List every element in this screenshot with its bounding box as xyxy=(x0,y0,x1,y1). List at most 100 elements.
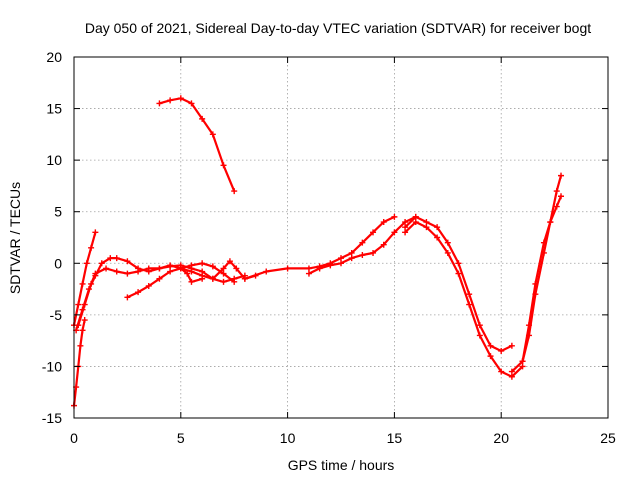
data-point xyxy=(370,229,377,236)
data-point xyxy=(338,260,344,267)
y-tick-label: 0 xyxy=(54,255,62,271)
data-point xyxy=(220,270,227,277)
data-point xyxy=(391,213,398,220)
data-point xyxy=(103,265,110,272)
data-point xyxy=(305,265,312,272)
data-point xyxy=(81,317,88,324)
data-point xyxy=(327,262,334,269)
data-point xyxy=(209,263,216,270)
data-point xyxy=(226,258,233,265)
data-point xyxy=(113,268,120,275)
data-point xyxy=(558,193,565,200)
grid xyxy=(74,57,608,418)
data-point xyxy=(444,239,451,246)
data-point xyxy=(466,301,473,308)
data-point xyxy=(233,265,240,272)
data-point xyxy=(455,260,462,267)
data-point xyxy=(83,260,90,267)
data-point xyxy=(88,244,95,251)
x-tick-label: 20 xyxy=(493,430,509,446)
y-tick-label: -5 xyxy=(50,307,63,323)
data-point xyxy=(209,131,216,138)
data-point xyxy=(434,234,441,241)
data-point xyxy=(88,280,95,287)
data-point xyxy=(92,270,99,277)
data-point xyxy=(525,322,532,329)
data-point xyxy=(167,268,174,275)
y-tick-label: -10 xyxy=(42,358,62,374)
x-tick-label: 0 xyxy=(70,430,78,446)
data-point xyxy=(380,241,387,248)
data-point xyxy=(167,263,174,270)
data-point xyxy=(348,255,355,262)
data-point xyxy=(77,342,84,349)
x-tick-label: 15 xyxy=(387,430,403,446)
data-point xyxy=(519,358,526,365)
data-point xyxy=(156,265,163,272)
data-point xyxy=(145,265,152,272)
chart-title: Day 050 of 2021, Sidereal Day-to-day VTE… xyxy=(85,20,591,36)
data-point xyxy=(156,100,163,107)
data-point xyxy=(391,229,398,236)
data-point xyxy=(553,188,560,195)
data-point xyxy=(113,255,120,262)
plot-frame xyxy=(73,56,609,419)
data-point xyxy=(124,270,131,277)
data-point xyxy=(188,268,195,275)
data-point xyxy=(263,268,270,275)
series-layer xyxy=(71,95,565,409)
x-tick-label: 5 xyxy=(177,430,185,446)
data-point xyxy=(455,270,462,277)
data-point xyxy=(370,249,377,256)
data-point xyxy=(98,260,105,267)
data-point xyxy=(184,270,191,277)
data-point xyxy=(359,239,366,246)
data-point xyxy=(156,275,163,282)
series-line-2 xyxy=(72,231,97,327)
data-point xyxy=(81,301,88,308)
series-line-4 xyxy=(77,264,246,327)
data-point xyxy=(199,260,206,267)
y-tick-label: 5 xyxy=(54,204,62,220)
x-tick-label: 25 xyxy=(600,430,616,446)
data-point xyxy=(412,213,419,220)
data-point xyxy=(434,224,441,231)
data-point xyxy=(380,219,387,226)
data-point xyxy=(135,268,142,275)
data-point xyxy=(284,265,291,272)
data-point xyxy=(316,265,323,272)
data-point xyxy=(79,280,86,287)
data-point xyxy=(188,262,195,269)
x-axis-label: GPS time / hours xyxy=(288,457,395,473)
data-point xyxy=(124,294,131,301)
data-point xyxy=(231,278,238,285)
data-point xyxy=(199,272,206,279)
data-point xyxy=(558,172,565,179)
data-point xyxy=(444,249,451,256)
data-point xyxy=(348,249,355,256)
data-point xyxy=(476,322,483,329)
data-point xyxy=(423,224,430,231)
series-line-10 xyxy=(404,215,513,353)
data-point xyxy=(508,368,515,375)
x-tick-label: 10 xyxy=(280,430,296,446)
data-point xyxy=(547,219,554,226)
data-point xyxy=(359,252,366,259)
data-point xyxy=(177,95,184,102)
data-point xyxy=(402,224,409,231)
data-point xyxy=(540,239,547,246)
data-point xyxy=(231,188,238,195)
data-point xyxy=(177,265,184,272)
y-axis-label: SDTVAR / TECUs xyxy=(7,182,23,294)
series-line-7 xyxy=(158,97,236,193)
data-point xyxy=(498,347,505,354)
series-line-8 xyxy=(243,215,396,280)
data-point xyxy=(498,368,505,375)
data-point xyxy=(241,275,248,282)
data-point xyxy=(145,282,152,289)
data-point xyxy=(135,289,142,296)
data-point xyxy=(167,97,174,104)
data-point xyxy=(487,342,494,349)
data-point xyxy=(92,229,99,236)
